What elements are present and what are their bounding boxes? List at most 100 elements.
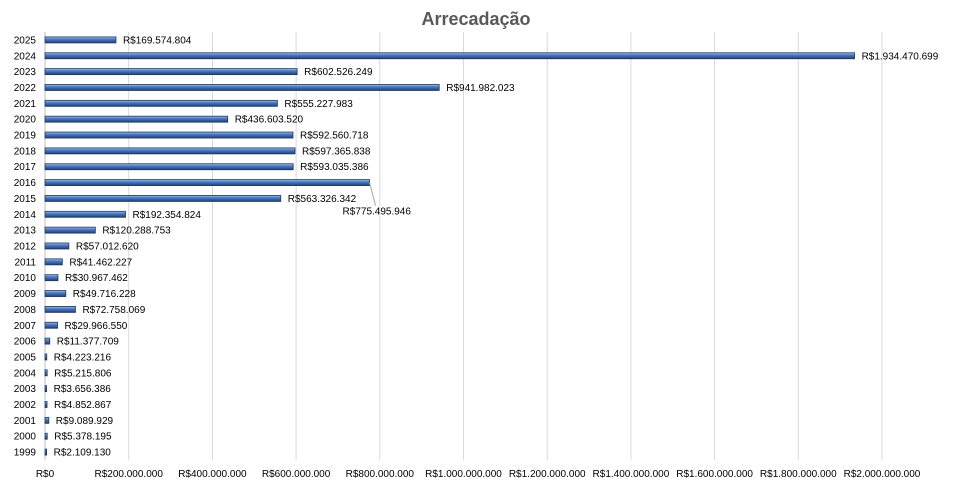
x-tick-label: R$0 bbox=[36, 469, 55, 480]
gridlines bbox=[44, 32, 883, 460]
bar-2016 bbox=[44, 179, 370, 186]
data-label-2003: R$3.656.386 bbox=[54, 384, 112, 395]
bars bbox=[44, 36, 855, 456]
x-tick-label: R$800.000.000 bbox=[346, 469, 415, 480]
y-tick-label-2001: 2001 bbox=[14, 416, 37, 427]
bar-2021 bbox=[44, 99, 278, 107]
bar-2002 bbox=[44, 401, 48, 408]
data-label-2013: R$120.288.753 bbox=[102, 226, 171, 237]
x-tick-label: R$200.000.000 bbox=[94, 469, 163, 480]
data-label-2012: R$57.012.620 bbox=[76, 242, 139, 253]
data-label-2008: R$72.758.069 bbox=[82, 305, 145, 316]
data-label-2023: R$602.526.249 bbox=[304, 67, 373, 78]
data-label-2016: R$775.495.946 bbox=[343, 207, 412, 218]
y-tick-label-2017: 2017 bbox=[14, 162, 37, 173]
bar-2018 bbox=[44, 147, 296, 155]
data-label-2007: R$29.966.550 bbox=[65, 321, 128, 332]
data-label-2004: R$5.215.806 bbox=[54, 368, 112, 379]
x-tick-label: R$1.400.000.000 bbox=[593, 469, 670, 480]
y-tick-label-2003: 2003 bbox=[14, 384, 37, 395]
data-label-2024: R$1.934.470.699 bbox=[862, 51, 939, 62]
leader-line-2016 bbox=[369, 182, 377, 206]
y-tick-label-2009: 2009 bbox=[14, 289, 37, 300]
x-tick-label: R$400.000.000 bbox=[178, 469, 247, 480]
y-tick-label-2000: 2000 bbox=[14, 432, 37, 443]
y-tick-label-2021: 2021 bbox=[14, 99, 37, 110]
data-label-2015: R$563.326.342 bbox=[288, 194, 357, 205]
bar-2024 bbox=[44, 52, 855, 60]
y-tick-label-2010: 2010 bbox=[14, 273, 37, 284]
y-tick-label-2002: 2002 bbox=[14, 400, 37, 411]
data-label-2011: R$41.462.227 bbox=[69, 257, 132, 268]
y-axis-tick-labels: 2025 2024 2023 2022 2021 2020 2019 2018 2017 2016… bbox=[14, 35, 37, 458]
y-tick-label-2012: 2012 bbox=[14, 242, 37, 253]
y-tick-label-2005: 2005 bbox=[14, 352, 37, 363]
bar-2001 bbox=[44, 416, 50, 424]
bar-2011 bbox=[44, 258, 63, 266]
y-tick-label-2004: 2004 bbox=[14, 368, 37, 379]
bar-2009 bbox=[44, 290, 67, 297]
x-tick-label: R$2.000.000.000 bbox=[844, 469, 921, 480]
y-tick-label-1999: 1999 bbox=[14, 448, 37, 459]
bar-2012 bbox=[44, 242, 70, 250]
y-tick-label-2014: 2014 bbox=[14, 210, 37, 221]
bar-2022 bbox=[44, 84, 440, 91]
bar-2014 bbox=[44, 210, 126, 218]
data-label-2000: R$5.378.195 bbox=[54, 432, 112, 443]
data-label-2010: R$30.967.462 bbox=[65, 273, 128, 284]
data-label-2005: R$4.223.216 bbox=[54, 352, 112, 363]
y-tick-label-2011: 2011 bbox=[14, 257, 36, 268]
bar-2006 bbox=[44, 337, 51, 345]
data-label-2020: R$436.603.520 bbox=[235, 115, 304, 126]
bar-2013 bbox=[44, 226, 96, 234]
y-tick-label-2018: 2018 bbox=[14, 146, 37, 157]
bar-2019 bbox=[44, 131, 294, 139]
x-tick-label: R$1.600.000.000 bbox=[676, 469, 753, 480]
y-tick-label-2019: 2019 bbox=[14, 131, 37, 142]
data-label-2019: R$592.560.718 bbox=[300, 131, 369, 142]
y-tick-label-2006: 2006 bbox=[14, 337, 37, 348]
data-label-2025: R$169.574.804 bbox=[123, 35, 192, 46]
bar-2020 bbox=[44, 115, 229, 123]
bar-2010 bbox=[44, 274, 59, 282]
x-tick-label: R$600.000.000 bbox=[262, 469, 331, 480]
data-label-2014: R$192.354.824 bbox=[133, 210, 202, 221]
bar-2007 bbox=[44, 321, 58, 329]
data-label-2009: R$49.716.228 bbox=[73, 289, 136, 300]
x-tick-label: R$1.200.000.000 bbox=[509, 469, 586, 480]
y-tick-label-2024: 2024 bbox=[14, 51, 37, 62]
data-label-2022: R$941.982.023 bbox=[446, 83, 515, 94]
y-tick-label-2025: 2025 bbox=[14, 35, 37, 46]
y-tick-label-2007: 2007 bbox=[14, 321, 37, 332]
y-tick-label-2020: 2020 bbox=[14, 115, 37, 126]
bar-2005 bbox=[44, 353, 48, 361]
data-label-2006: R$11.377.709 bbox=[57, 337, 120, 348]
bar-1999 bbox=[44, 448, 48, 456]
bar-2017 bbox=[44, 163, 294, 171]
y-tick-label-2013: 2013 bbox=[14, 226, 37, 237]
bar-2003 bbox=[44, 385, 48, 393]
data-label-2002: R$4.852.867 bbox=[54, 400, 112, 411]
data-label-2001: R$9.089.929 bbox=[56, 416, 114, 427]
y-tick-label-2015: 2015 bbox=[14, 194, 37, 205]
data-label-1999: R$2.109.130 bbox=[54, 448, 112, 459]
data-label-2017: R$593.035.386 bbox=[300, 162, 369, 173]
bar-2004 bbox=[44, 369, 48, 377]
bar-2008 bbox=[44, 306, 76, 313]
y-tick-label-2016: 2016 bbox=[14, 178, 37, 189]
chart-title: Arrecadação bbox=[421, 9, 530, 29]
bar-2015 bbox=[44, 195, 282, 202]
y-tick-label-2023: 2023 bbox=[14, 67, 37, 78]
y-tick-label-2022: 2022 bbox=[14, 83, 37, 94]
bar-2000 bbox=[44, 432, 48, 440]
bar-2023 bbox=[44, 68, 298, 76]
y-tick-label-2008: 2008 bbox=[14, 305, 37, 316]
data-label-2021: R$555.227.983 bbox=[284, 99, 353, 110]
x-tick-label: R$1.800.000.000 bbox=[760, 469, 837, 480]
data-label-2018: R$597.365.838 bbox=[302, 146, 371, 157]
x-tick-label: R$1.000.000.000 bbox=[425, 469, 502, 480]
x-axis-tick-labels: R$0 R$200.000.000 R$400.000.000 R$600.000.0… bbox=[36, 469, 921, 480]
data-labels: R$169.574.804 R$1.934.470.699 R$602.526.24… bbox=[54, 35, 939, 458]
bar-2025 bbox=[44, 36, 117, 44]
